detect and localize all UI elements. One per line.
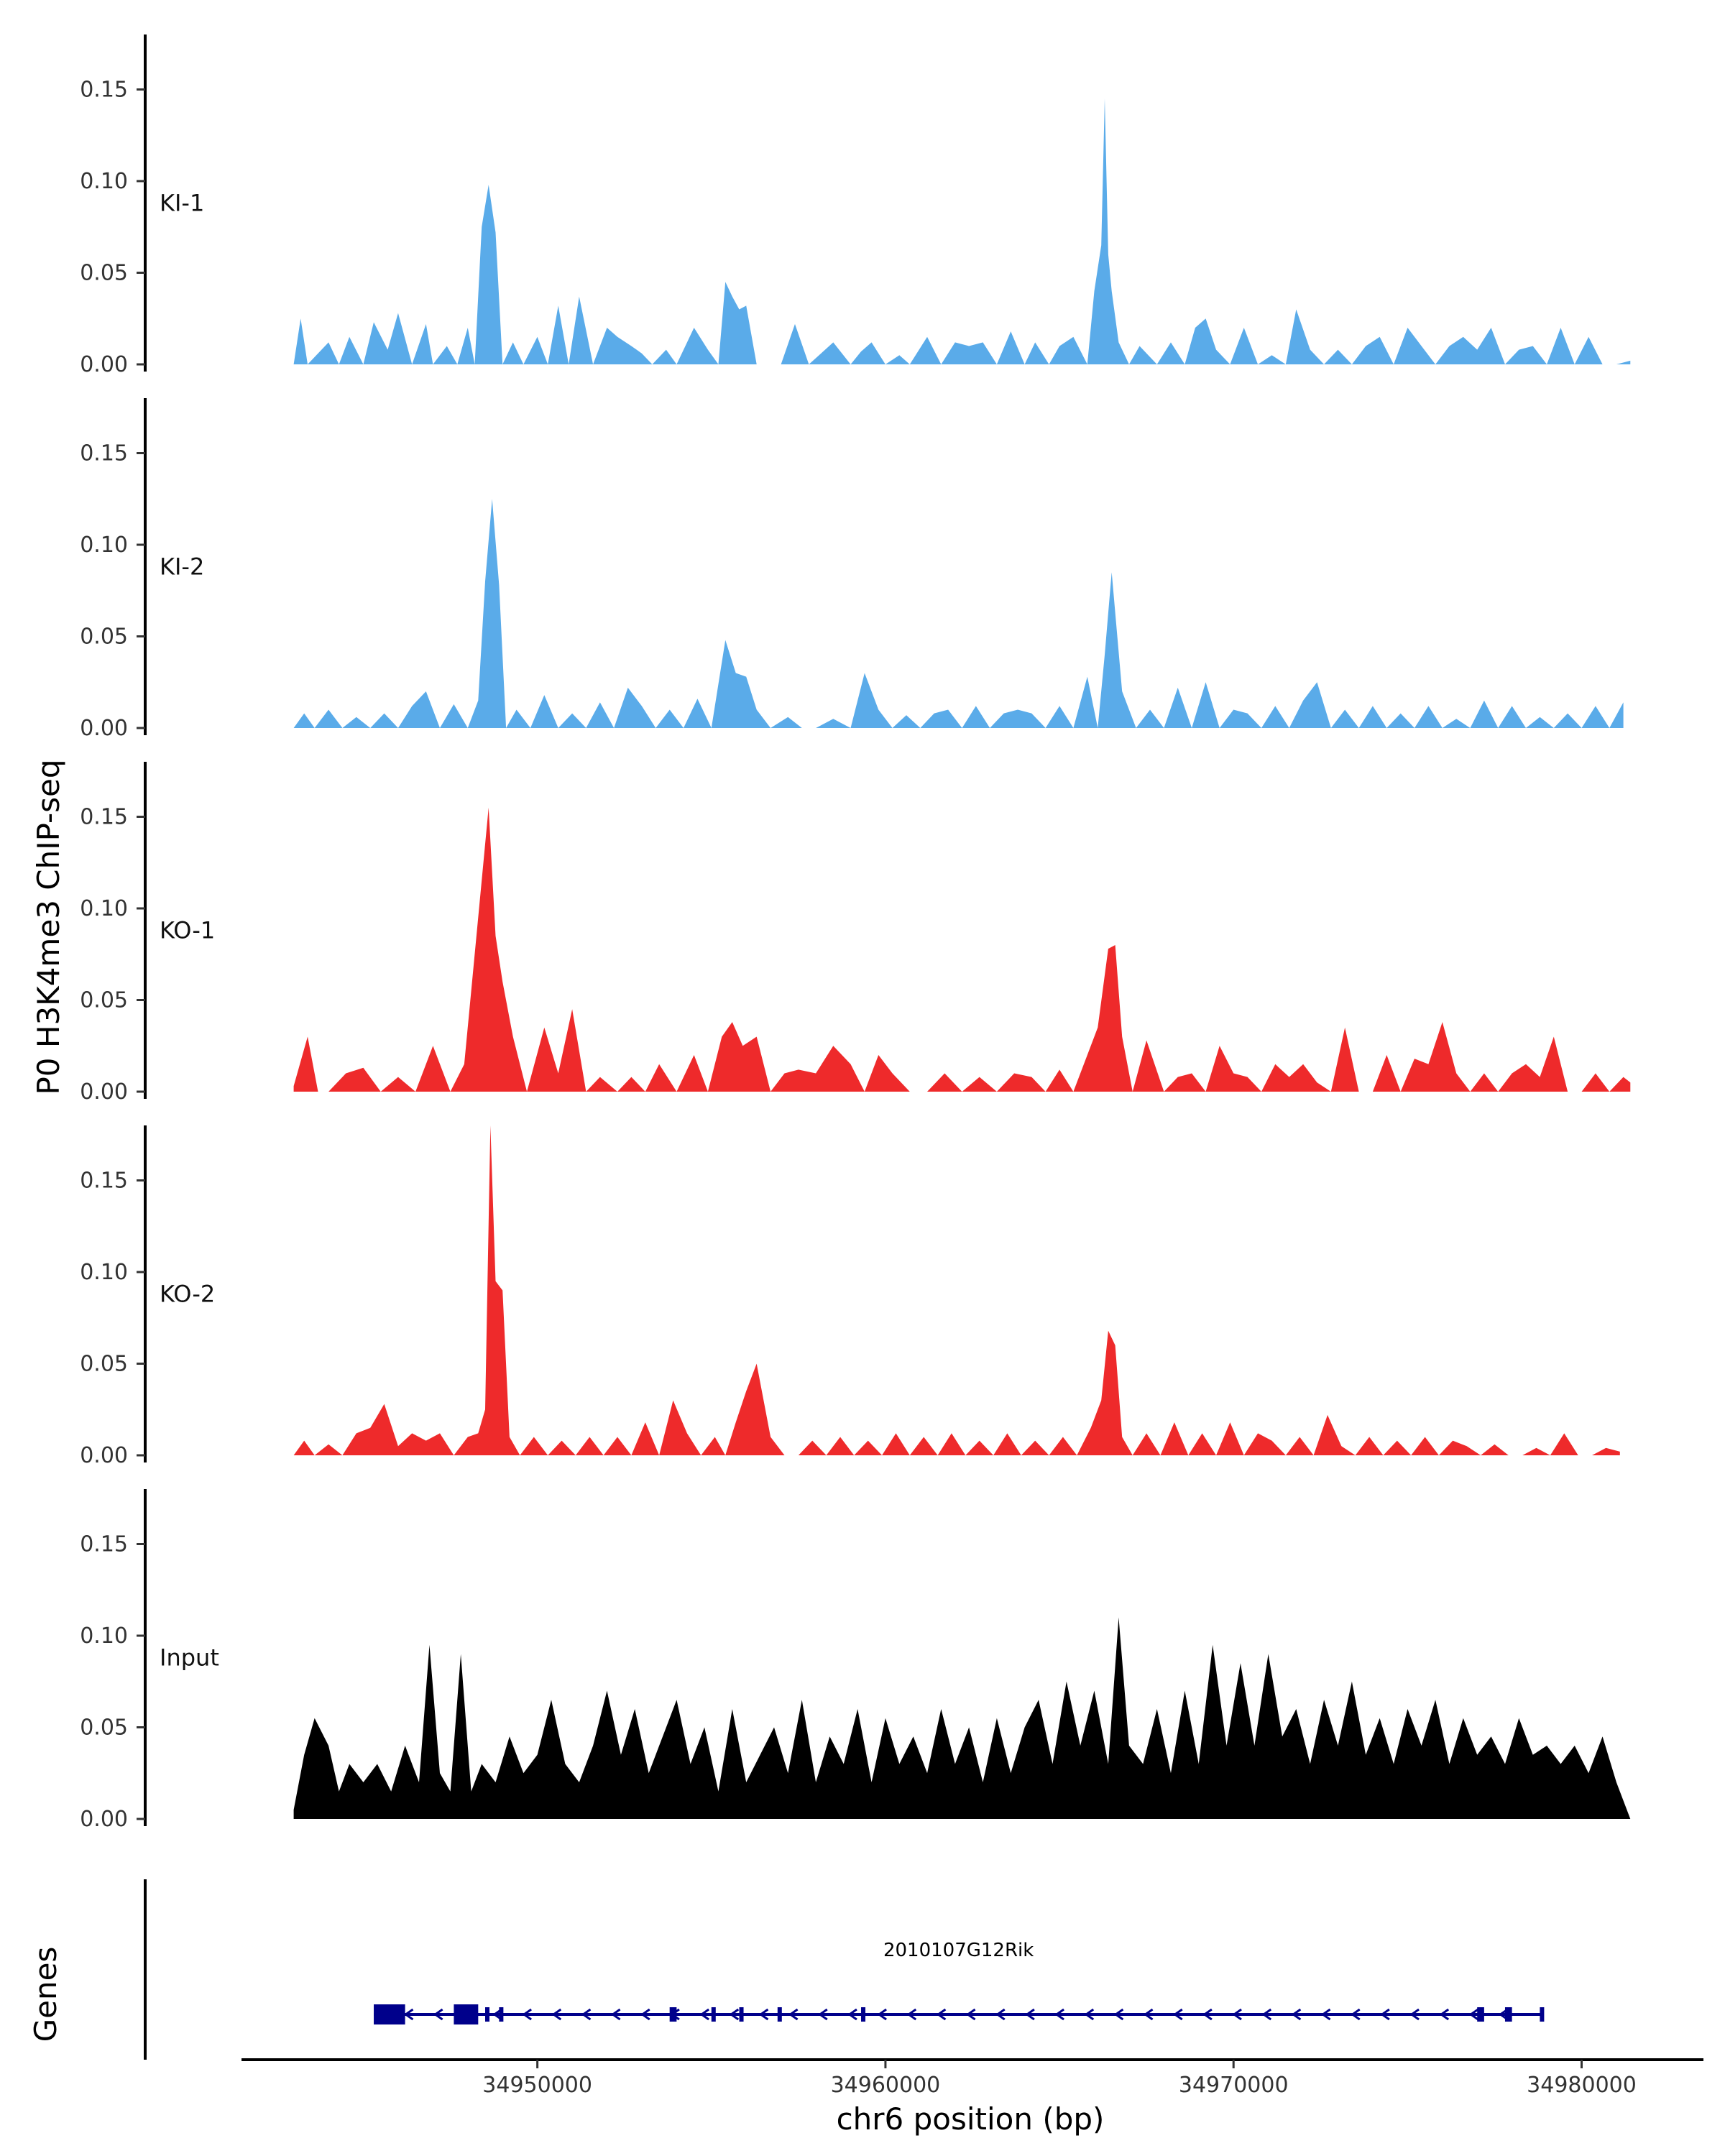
strand-arrow <box>1439 2008 1450 2021</box>
strand-arrow <box>1291 2008 1302 2021</box>
strand-arrow <box>1468 2008 1479 2021</box>
track-label-ko-1: KO-1 <box>160 917 215 944</box>
strand-arrow <box>788 2008 799 2021</box>
strand-arrow <box>610 2008 621 2021</box>
gene-exon <box>777 2007 782 2022</box>
strand-arrow <box>1113 2008 1124 2021</box>
y-tick-label-ki-1: 0.00 <box>80 352 128 377</box>
strand-arrow <box>1409 2008 1420 2021</box>
strand-arrow <box>1202 2008 1213 2021</box>
gene-exon <box>499 2007 504 2022</box>
strand-arrow <box>522 2008 532 2021</box>
y-tick-label-ko-2: 0.05 <box>80 1352 128 1377</box>
y-tick-label-ko-2: 0.15 <box>80 1169 128 1194</box>
x-tick-label: 34960000 <box>831 2073 941 2098</box>
y-tick-label-ki-2: 0.10 <box>80 533 128 558</box>
gene-exon <box>861 2007 866 2022</box>
strand-arrow <box>758 2008 769 2021</box>
y-tick-label-input: 0.10 <box>80 1623 128 1649</box>
y-tick-label-ko-1: 0.05 <box>80 988 128 1013</box>
track-label-ko-2: KO-2 <box>160 1281 215 1308</box>
y-tick-label-ki-2: 0.00 <box>80 716 128 741</box>
x-tick-label: 34950000 <box>482 2073 592 2098</box>
track-panel-ki-1: 0.00 0.05 0.10 0.15 KI-1 <box>80 34 1631 377</box>
y-tick-label-input: 0.00 <box>80 1807 128 1832</box>
y-tick-label-ki-1: 0.05 <box>80 261 128 286</box>
strand-arrow <box>729 2008 740 2021</box>
x-tick-label: 34970000 <box>1179 2073 1289 2098</box>
track-panel-ki-2: 0.00 0.05 0.10 0.15 KI-2 <box>80 398 1624 741</box>
x-axis: 34950000 34960000 34970000 34980000 <box>242 2058 1703 2098</box>
strand-arrow <box>818 2008 828 2021</box>
strand-arrow <box>906 2008 917 2021</box>
coverage-area-ki-2 <box>293 499 1624 728</box>
strand-arrow <box>1320 2008 1331 2021</box>
coverage-area-input <box>293 1617 1631 1819</box>
track-panel-ko-1: 0.00 0.05 0.10 0.15 KO-1 <box>80 762 1631 1105</box>
track-label-ki-2: KI-2 <box>160 553 204 581</box>
y-tick-label-ko-2: 0.00 <box>80 1443 128 1468</box>
strand-arrow <box>1351 2008 1361 2021</box>
strand-arrow <box>1380 2008 1390 2021</box>
gene-exon <box>485 2007 489 2022</box>
gene-exon <box>669 2007 677 2022</box>
track-label-input: Input <box>160 1644 219 1672</box>
track-panel-input: 0.00 0.05 0.10 0.15 Input <box>80 1489 1631 1832</box>
strand-arrow <box>581 2008 592 2021</box>
y-tick-label-ko-2: 0.10 <box>80 1260 128 1285</box>
y-tick-label-input: 0.05 <box>80 1715 128 1741</box>
gene-exon <box>1540 2007 1545 2022</box>
strand-arrow <box>1025 2008 1035 2021</box>
strand-arrow <box>936 2008 947 2021</box>
track-label-ki-1: KI-1 <box>160 190 204 217</box>
strand-arrow <box>877 2008 887 2021</box>
y-tick-label-ki-1: 0.15 <box>80 78 128 103</box>
strand-arrow <box>403 2008 414 2021</box>
gene-exon <box>1477 2007 1484 2022</box>
strand-arrow <box>1232 2008 1242 2021</box>
strand-arrow <box>551 2008 562 2021</box>
track-panel-ko-2: 0.00 0.05 0.10 0.15 KO-2 <box>80 1125 1620 1468</box>
y-tick-label-ki-2: 0.05 <box>80 625 128 650</box>
x-tick-label: 34980000 <box>1527 2073 1637 2098</box>
strand-arrow <box>1054 2008 1064 2021</box>
strand-arrow <box>433 2008 443 2021</box>
strand-arrow <box>1143 2008 1154 2021</box>
genes-panel-label: Genes <box>28 1947 63 2042</box>
y-tick-label-ko-1: 0.15 <box>80 805 128 830</box>
strand-arrow <box>1084 2008 1095 2021</box>
gene-track: 2010107G12Rik <box>144 1879 1545 2060</box>
gene-exon <box>454 2004 479 2024</box>
y-axis-title: P0 H3K4me3 ChIP-seq <box>31 759 66 1095</box>
gene-exon <box>711 2007 716 2022</box>
gene-exon <box>374 2004 405 2024</box>
gene-exon <box>739 2007 744 2022</box>
y-tick-label-ki-1: 0.10 <box>80 169 128 194</box>
y-tick-label-ki-2: 0.15 <box>80 441 128 466</box>
strand-arrow <box>965 2008 976 2021</box>
gene-exon <box>1504 2007 1512 2022</box>
strand-arrow <box>699 2008 709 2021</box>
y-tick-label-input: 0.15 <box>80 1532 128 1557</box>
strand-arrow <box>640 2008 650 2021</box>
y-tick-label-ko-1: 0.00 <box>80 1079 128 1105</box>
y-tick-label-ko-1: 0.10 <box>80 896 128 921</box>
strand-arrow <box>995 2008 1006 2021</box>
strand-arrow <box>847 2008 857 2021</box>
gene-name-label: 2010107G12Rik <box>883 1940 1034 1961</box>
strand-arrow <box>1261 2008 1272 2021</box>
coverage-area-ki-1 <box>293 98 1631 365</box>
coverage-area-ko-1 <box>293 807 1631 1092</box>
strand-arrow <box>1173 2008 1183 2021</box>
x-axis-title: chr6 position (bp) <box>837 2101 1105 2137</box>
